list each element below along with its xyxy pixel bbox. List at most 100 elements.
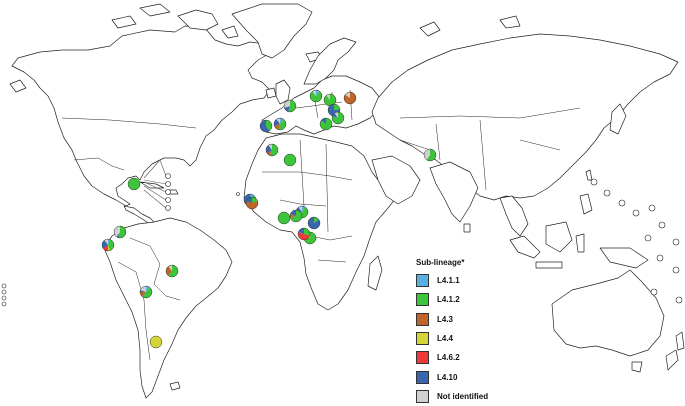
islet (656, 254, 664, 262)
pie-france (283, 99, 297, 113)
sumatra (509, 235, 541, 259)
japan (609, 103, 627, 135)
legend-label: L4.3 (437, 314, 454, 324)
pie-slice (128, 178, 140, 190)
pie-slice (284, 154, 296, 166)
pie-slice (288, 100, 297, 112)
pie-balkans (331, 111, 345, 125)
scandinavia (303, 37, 357, 85)
pie-slice (274, 124, 280, 130)
pie-slice (166, 266, 172, 276)
pie-portugal (259, 119, 273, 133)
pie-outline (265, 143, 279, 157)
caribbean-islet (165, 181, 171, 187)
pie-outline (277, 211, 291, 225)
pie-slice (118, 226, 126, 238)
pie-caribbean (127, 177, 141, 191)
new-zealand-south (665, 349, 679, 371)
pie-slice (252, 197, 258, 203)
pie-ecuador (101, 238, 115, 252)
pie-outline (319, 117, 333, 131)
legend-item-l4-1-1: L4.1.1 (413, 271, 523, 290)
pie-slice (278, 212, 290, 224)
legend-swatch (416, 351, 429, 365)
islet (1, 283, 7, 289)
pie-slice (343, 92, 356, 104)
africa-borders (262, 139, 353, 263)
pie-slice (334, 112, 338, 118)
pie-slice (312, 90, 316, 96)
ireland (265, 87, 277, 99)
arctic-island-3 (221, 25, 239, 39)
baffin-island (177, 9, 219, 31)
pie-outline (283, 153, 297, 167)
cuba (139, 181, 165, 189)
islet (672, 238, 680, 246)
pie-slice (310, 91, 322, 102)
islet (1, 295, 7, 301)
pie-slice (267, 150, 272, 156)
pie-slice (304, 228, 310, 236)
pie-slice (270, 144, 279, 156)
pie-slice (298, 206, 302, 212)
pie-outline (307, 216, 321, 230)
legend-swatch (416, 293, 429, 307)
legend-item-l4-4: L4.4 (413, 329, 523, 348)
pie-slice (319, 118, 332, 131)
pie-spain (273, 117, 287, 131)
islet (603, 189, 611, 197)
legend-swatch (416, 370, 429, 384)
philippines (579, 193, 593, 215)
pie-markers (101, 89, 437, 349)
madagascar (367, 255, 383, 291)
pie-slice (168, 265, 172, 271)
pie-slice (280, 118, 284, 124)
islet (650, 288, 658, 296)
sri-lanka (463, 223, 471, 233)
new-zealand-north (675, 331, 685, 351)
arabian-peninsula (371, 155, 421, 205)
severnaya-zemlya (499, 15, 521, 29)
legend-swatch (416, 274, 429, 288)
caribbean-islet (165, 205, 171, 211)
pie-belarus (343, 91, 357, 105)
pie-slice (104, 239, 108, 245)
legend-label: L4.4 (437, 334, 454, 344)
new-guinea (599, 247, 649, 269)
legend-title: Sub-lineage* (416, 258, 465, 267)
leader-line (143, 159, 167, 209)
australia (551, 269, 665, 357)
pie-guinea (245, 196, 259, 210)
pie-outline (113, 225, 127, 239)
islet (1, 301, 7, 307)
legend: Sub-lineage* L4.1.1 L4.1.2 L4.3 L4.4 L4.… (413, 258, 523, 406)
pie-outline (273, 117, 287, 131)
pie-slice (284, 106, 290, 112)
pie-outline (101, 238, 115, 252)
pie-outline (297, 227, 311, 241)
pie-outline (283, 99, 297, 113)
borneo (545, 221, 573, 253)
legend-label: L4.1.2 (437, 295, 460, 305)
java (535, 261, 563, 269)
pie-argentina (149, 335, 163, 349)
legend-item-l4-6-2: L4.6.2 (413, 348, 523, 367)
pie-slice (274, 119, 280, 126)
pie-slice (142, 287, 153, 298)
islet (632, 209, 640, 217)
pie-slice (150, 336, 162, 348)
pie-outline (165, 264, 179, 278)
pie-slice (316, 90, 320, 96)
legend-item-not-identified: Not identified (413, 387, 523, 406)
caribbean-islet (165, 173, 171, 179)
andes-border (117, 261, 151, 361)
pie-germany (309, 89, 323, 103)
pie-slice (266, 120, 273, 131)
usa-canada-border (61, 117, 197, 129)
pie-slice (140, 290, 146, 292)
islet (618, 199, 626, 207)
pie-slice (108, 239, 110, 245)
pie-slice (268, 144, 272, 150)
pie-slice (298, 232, 310, 240)
